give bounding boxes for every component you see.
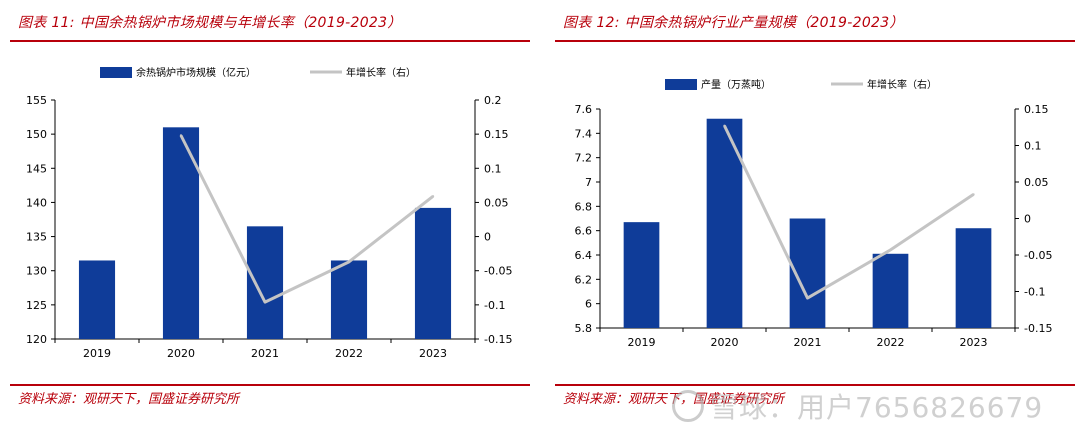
growth-rate-point [889, 248, 892, 252]
chart-panel-production: 图表 12: 中国余热锅炉行业产量规模（2019-2023） 产量（万蒸吨） 年增… [555, 0, 1075, 438]
source-note: 资料来源：观研天下，国盛证券研究所 [18, 392, 240, 407]
y-tick-label-left: 125 [26, 299, 47, 312]
y-tick-label-right: -0.1 [1024, 286, 1045, 299]
growth-rate-point [347, 260, 351, 264]
y-tick-label-left: 140 [26, 196, 47, 209]
growth-rate-point [723, 124, 726, 127]
y-tick-label-left: 145 [26, 162, 47, 175]
x-tick-label: 2020 [167, 347, 195, 360]
bar [246, 226, 284, 339]
source-divider [555, 384, 1075, 386]
x-tick-label: 2021 [794, 336, 822, 349]
y-tick-label-right: -0.05 [484, 265, 512, 278]
y-tick-label-right: 0.05 [484, 196, 509, 209]
source-divider [10, 384, 530, 386]
y-tick-label-right: 0.05 [1024, 176, 1049, 189]
x-tick-label: 2023 [419, 347, 447, 360]
title-divider [10, 40, 530, 42]
snowball-logo-icon [672, 390, 704, 422]
growth-rate-point [806, 296, 809, 300]
y-tick-label-left: 5.8 [575, 322, 593, 335]
y-tick-label-left: 6.6 [575, 225, 593, 238]
figure-title: 图表 11: 中国余热锅炉市场规模与年增长率（2019-2023） [18, 15, 402, 31]
x-tick-label: 2022 [877, 336, 905, 349]
y-tick-label-left: 120 [26, 333, 47, 346]
x-tick-label: 2019 [83, 347, 111, 360]
x-tick-label: 2022 [335, 347, 363, 360]
y-tick-label-right: 0.2 [484, 94, 502, 107]
legend-line-label: 年增长率（右） [867, 78, 937, 91]
figure-title: 图表 12: 中国余热锅炉行业产量规模（2019-2023） [563, 15, 904, 31]
y-tick-label-right: -0.15 [484, 333, 512, 346]
y-tick-label-left: 7.4 [575, 127, 593, 140]
x-tick-label: 2021 [251, 347, 279, 360]
growth-rate-point [972, 193, 975, 196]
y-tick-label-left: 7 [585, 176, 592, 189]
y-tick-label-left: 7.2 [575, 152, 593, 165]
bar [623, 222, 660, 328]
y-tick-label-right: 0.1 [484, 162, 502, 175]
chart-panel-market-size: 图表 11: 中国余热锅炉市场规模与年增长率（2019-2023） 余热锅炉市场… [10, 0, 530, 438]
y-tick-label-left: 6 [585, 298, 592, 311]
y-tick-label-left: 155 [26, 94, 47, 107]
watermark: 雪球：用户7656826679 [672, 386, 1043, 426]
x-tick-label: 2020 [711, 336, 739, 349]
legend-bar-label: 产量（万蒸吨） [701, 78, 771, 91]
y-tick-label-right: -0.15 [1024, 322, 1052, 335]
y-tick-label-left: 6.2 [575, 273, 593, 286]
legend-bar-swatch [100, 67, 132, 78]
y-tick-label-right: -0.1 [484, 299, 505, 312]
legend-bar-swatch [665, 79, 697, 90]
bar [78, 260, 116, 339]
y-tick-label-left: 150 [26, 128, 47, 141]
y-tick-label-left: 7.6 [575, 103, 593, 116]
bar [414, 207, 452, 339]
y-tick-label-right: 0.1 [1024, 140, 1042, 153]
watermark-text: 雪球：用户7656826679 [710, 391, 1044, 424]
y-tick-label-right: -0.05 [1024, 249, 1052, 262]
market-size-chart: 余热锅炉市场规模（亿元） 年增长率（右） 120 125 130 135 140 145 150… [26, 66, 512, 360]
y-tick-label-left: 130 [26, 265, 47, 278]
growth-rate-line [723, 125, 975, 300]
y-tick-label-right: 0 [1024, 213, 1031, 226]
growth-rate-point [263, 300, 267, 304]
y-tick-label-left: 6.8 [575, 200, 593, 213]
x-tick-label: 2019 [628, 336, 656, 349]
legend-line-label: 年增长率（右） [346, 66, 416, 79]
y-tick-label-right: 0.15 [1024, 103, 1049, 116]
title-divider [555, 40, 1075, 42]
y-tick-label-left: 135 [26, 231, 47, 244]
growth-rate-line [179, 134, 434, 304]
legend-bar-label: 余热锅炉市场规模（亿元） [136, 66, 256, 79]
x-tick-label: 2023 [960, 336, 988, 349]
production-chart: 产量（万蒸吨） 年增长率（右） 5.8 6 6.2 6.4 6.6 6.8 7 7.2 7.4 7.6… [575, 78, 1053, 349]
growth-rate-point [179, 134, 183, 137]
y-tick-label-left: 6.4 [575, 249, 593, 262]
bar [955, 228, 992, 328]
bar [872, 253, 909, 328]
growth-rate-point [431, 195, 435, 198]
y-tick-label-right: 0.15 [484, 128, 509, 141]
y-tick-label-right: 0 [484, 231, 491, 244]
bar [330, 260, 368, 339]
